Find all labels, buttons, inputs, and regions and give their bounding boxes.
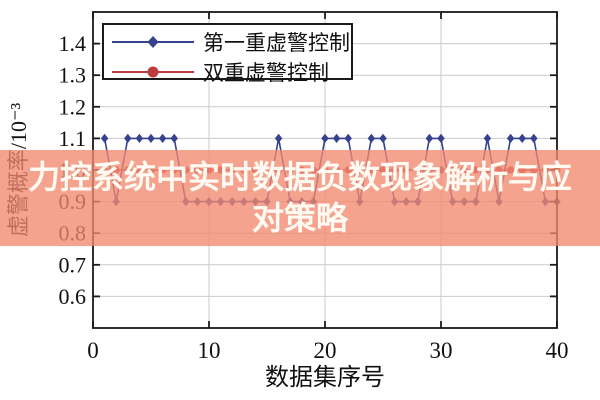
legend-label-series2: 双重虚警控制 [203, 61, 329, 85]
svg-text:0: 0 [87, 338, 99, 363]
overlay-title-line2: 对策略 [251, 198, 348, 237]
svg-text:20: 20 [314, 338, 337, 363]
x-axis-label: 数据集序号 [265, 364, 385, 391]
svg-text:1.1: 1.1 [59, 126, 87, 151]
title-overlay-band: 力控系统中实时数据负数现象解析与应 对策略 [0, 150, 600, 246]
svg-text:30: 30 [430, 338, 453, 363]
legend-swatch-line-circle-icon [112, 66, 194, 78]
legend: 第一重虚警控制 双重虚警控制 [102, 23, 353, 85]
legend-swatch-line-diamond-icon [112, 36, 194, 48]
svg-text:1.4: 1.4 [59, 31, 87, 56]
svg-text:1.2: 1.2 [59, 94, 87, 119]
overlay-title-line1: 力控系统中实时数据负数现象解析与应 [27, 158, 572, 197]
svg-text:10: 10 [198, 338, 221, 363]
svg-text:0.6: 0.6 [59, 284, 87, 309]
legend-label-series1: 第一重虚警控制 [203, 31, 350, 55]
svg-text:1.3: 1.3 [59, 63, 87, 88]
svg-text:40: 40 [546, 338, 569, 363]
x-tick-labels: 0 10 20 30 40 [87, 338, 568, 363]
legend-item-series2: 双重虚警控制 [110, 57, 345, 87]
legend-item-series1: 第一重虚警控制 [110, 27, 350, 57]
svg-text:0.7: 0.7 [59, 252, 87, 277]
